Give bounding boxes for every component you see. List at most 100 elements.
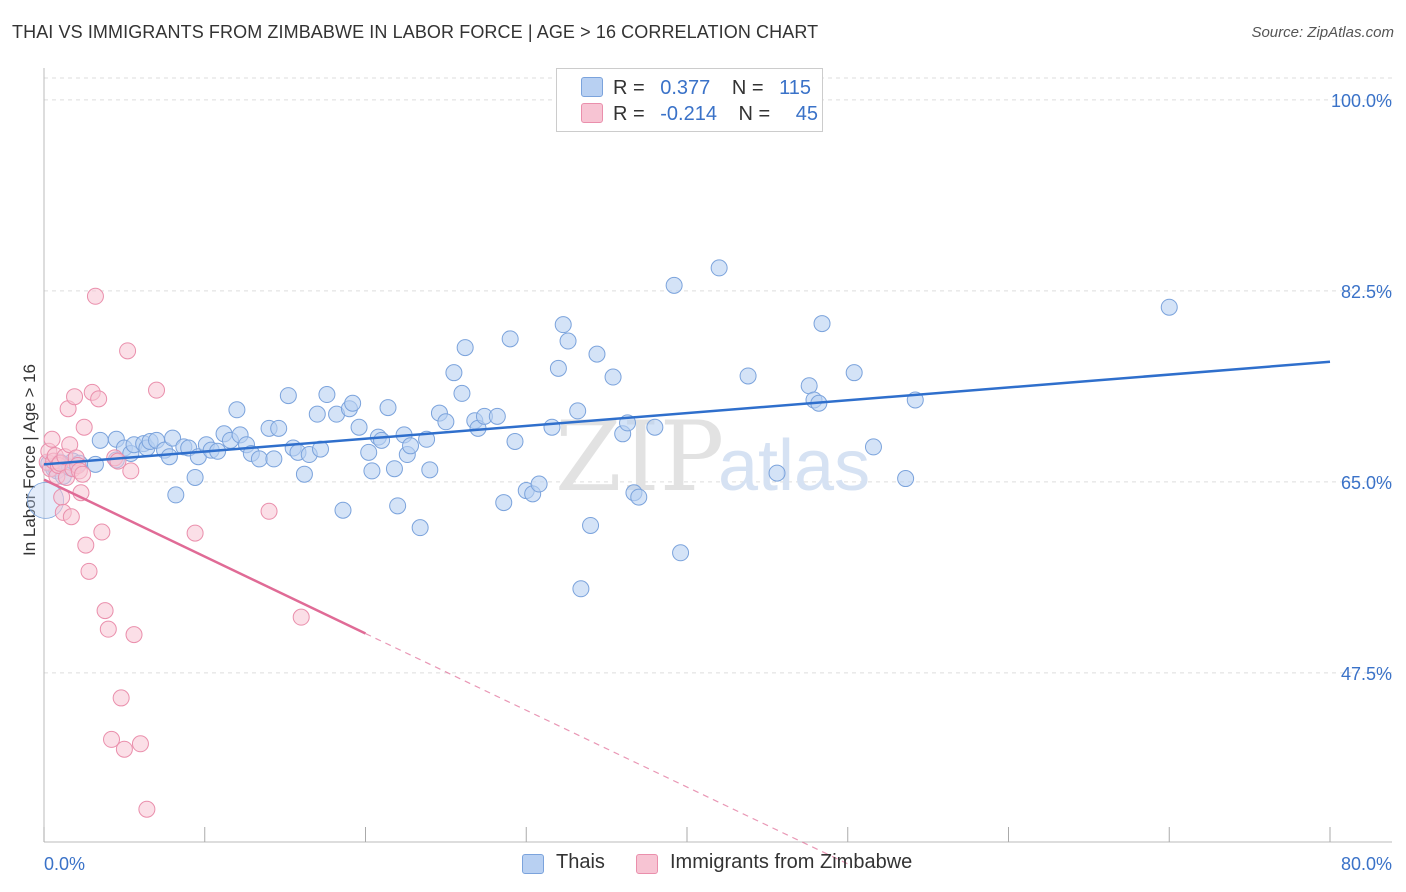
zimbabwe-point (96, 602, 114, 620)
thais-point (360, 443, 378, 461)
thais-point (228, 401, 246, 419)
thais-point (389, 497, 407, 515)
y-axis-label: In Labor Force | Age > 16 (20, 364, 39, 556)
correlation-legend: R = 0.377 N = 115 R = -0.214 N = 45 (556, 68, 823, 132)
thais-point (549, 359, 567, 377)
thais-point (308, 405, 326, 423)
bottom-legend-label-zimbabwe: Immigrants from Zimbabwe (670, 851, 913, 873)
thais-point (363, 462, 381, 480)
y-tick-label: 82.5% (1341, 282, 1392, 302)
thais-point (160, 448, 178, 466)
legend-n-label: N = (731, 77, 764, 99)
zimbabwe-point (86, 287, 104, 305)
legend-n-value: 115 (779, 77, 812, 99)
thais-trend-line (43, 360, 1331, 466)
thais-point (604, 368, 622, 386)
thais-point (864, 438, 882, 456)
thais-point (334, 501, 352, 519)
zimbabwe-point (103, 730, 121, 748)
thais-point (897, 470, 915, 488)
thais-point (453, 384, 471, 402)
legend-r-label: R = (613, 103, 645, 125)
zimbabwe-point (119, 342, 137, 360)
legend-swatch-pink (581, 103, 603, 123)
thais-point (250, 450, 268, 468)
thais-point (445, 364, 463, 382)
bottom-legend-swatch-blue (522, 854, 544, 874)
thais-point (411, 519, 429, 537)
zimbabwe-point (66, 388, 84, 406)
legend-r-value: -0.214 (660, 103, 717, 125)
thais-point (295, 465, 313, 483)
zimbabwe-point (122, 462, 140, 480)
zimbabwe-point (125, 626, 143, 644)
thais-point (385, 460, 403, 478)
zimbabwe-point (131, 735, 149, 753)
zimbabwe-point (115, 740, 133, 758)
zimbabwe-point (93, 523, 111, 541)
thais-point (569, 402, 587, 420)
x-tick-label: 80.0% (1341, 854, 1392, 874)
thais-point (739, 367, 757, 385)
thais-point (164, 429, 182, 447)
y-tick-label: 100.0% (1331, 91, 1392, 111)
thais-point (344, 394, 362, 412)
zimbabwe-trend-line (43, 478, 367, 635)
thais-point (530, 475, 548, 493)
zimbabwe-point (74, 465, 92, 483)
thais-point (379, 399, 397, 417)
legend-r-value: 0.377 (660, 77, 711, 99)
thais-point (506, 432, 524, 450)
zimbabwe-point (186, 524, 204, 542)
legend-r-label: R = (613, 77, 645, 99)
zimbabwe-point (80, 562, 98, 580)
thais-point (630, 488, 648, 506)
legend-n-value: 45 (795, 103, 819, 125)
legend-swatch-blue (581, 77, 603, 97)
thais-point (186, 468, 204, 486)
thais-point (710, 259, 728, 277)
zimbabwe-point (112, 689, 130, 707)
thais-point (543, 418, 561, 436)
y-tick-label: 47.5% (1341, 664, 1392, 684)
zimbabwe-point (148, 381, 166, 399)
chart-title: THAI VS IMMIGRANTS FROM ZIMBABWE IN LABO… (12, 22, 819, 42)
thais-point (559, 332, 577, 350)
thais-point (373, 431, 391, 449)
thais-point (350, 418, 368, 436)
watermark-atlas: atlas (718, 426, 870, 506)
thais-point (495, 494, 513, 512)
thais-point (402, 437, 420, 455)
thais-point (437, 413, 455, 431)
zimbabwe-point (138, 800, 156, 818)
thais-point (501, 330, 519, 348)
x-tick-label: 0.0% (44, 854, 85, 874)
zimbabwe-point (260, 502, 278, 520)
legend-n-label: N = (738, 103, 771, 125)
thais-point (265, 450, 283, 468)
thais-point (588, 345, 606, 363)
thais-point (270, 419, 288, 437)
thais-point (813, 315, 831, 333)
thais-point (488, 407, 506, 425)
thais-point (421, 461, 439, 479)
thais-point (554, 316, 572, 334)
zimbabwe-trend-extension (365, 632, 849, 865)
zimbabwe-point (292, 608, 310, 626)
zimbabwe-point (99, 620, 117, 638)
thais-point (279, 387, 297, 405)
zimbabwe-point (77, 536, 95, 554)
zimbabwe-point (90, 390, 108, 408)
thais-point (768, 464, 786, 482)
thais-point (167, 486, 185, 504)
thais-point (800, 377, 818, 395)
zimbabwe-point (43, 430, 61, 448)
thais-point (572, 580, 590, 598)
zimbabwe-point (75, 418, 93, 436)
source-label: Source: ZipAtlas.com (1251, 24, 1394, 41)
thais-point (672, 544, 690, 562)
bottom-legend-swatch-pink (636, 854, 658, 874)
thais-point (646, 418, 664, 436)
y-tick-label: 65.0% (1341, 473, 1392, 493)
